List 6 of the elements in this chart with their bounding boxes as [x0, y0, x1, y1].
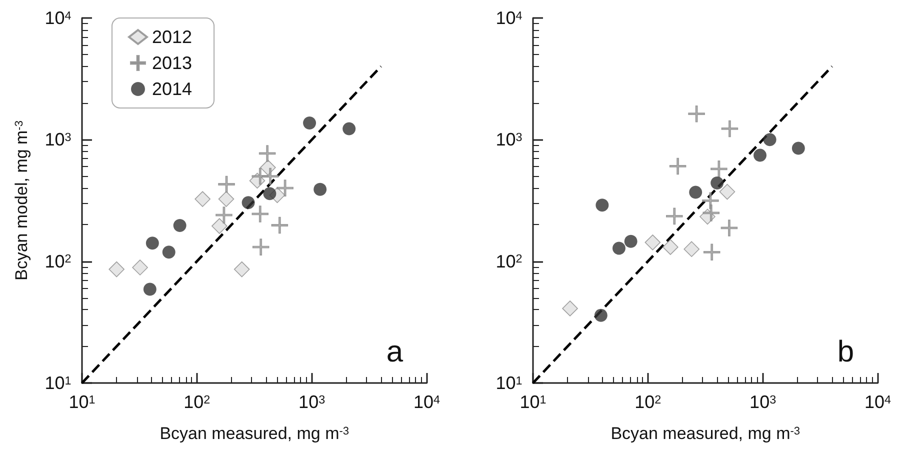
- annotation: b: [837, 336, 854, 368]
- y-axis-title: Bcyan model, mg m-3: [12, 120, 31, 281]
- legend-label: 2013: [152, 53, 192, 73]
- legend-label: 2012: [152, 27, 192, 47]
- legend-label: 2014: [152, 79, 192, 99]
- annotation: a: [386, 336, 404, 368]
